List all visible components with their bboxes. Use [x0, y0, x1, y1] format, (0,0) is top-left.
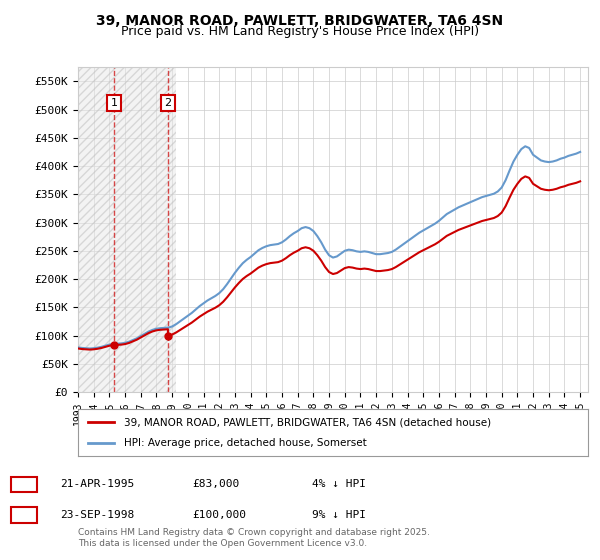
Text: 1: 1	[111, 98, 118, 108]
Text: 4% ↓ HPI: 4% ↓ HPI	[312, 479, 366, 489]
Text: Contains HM Land Registry data © Crown copyright and database right 2025.
This d: Contains HM Land Registry data © Crown c…	[78, 528, 430, 548]
Text: 21-APR-1995: 21-APR-1995	[60, 479, 134, 489]
Text: 39, MANOR ROAD, PAWLETT, BRIDGWATER, TA6 4SN: 39, MANOR ROAD, PAWLETT, BRIDGWATER, TA6…	[97, 14, 503, 28]
Text: 39, MANOR ROAD, PAWLETT, BRIDGWATER, TA6 4SN (detached house): 39, MANOR ROAD, PAWLETT, BRIDGWATER, TA6…	[124, 417, 491, 427]
Text: Price paid vs. HM Land Registry's House Price Index (HPI): Price paid vs. HM Land Registry's House …	[121, 25, 479, 38]
Text: 2: 2	[164, 98, 172, 108]
Text: 9% ↓ HPI: 9% ↓ HPI	[312, 510, 366, 520]
Text: 23-SEP-1998: 23-SEP-1998	[60, 510, 134, 520]
Text: HPI: Average price, detached house, Somerset: HPI: Average price, detached house, Some…	[124, 438, 367, 448]
Text: £100,000: £100,000	[192, 510, 246, 520]
Text: 1: 1	[20, 479, 28, 489]
Text: 2: 2	[20, 510, 28, 520]
Text: £83,000: £83,000	[192, 479, 239, 489]
